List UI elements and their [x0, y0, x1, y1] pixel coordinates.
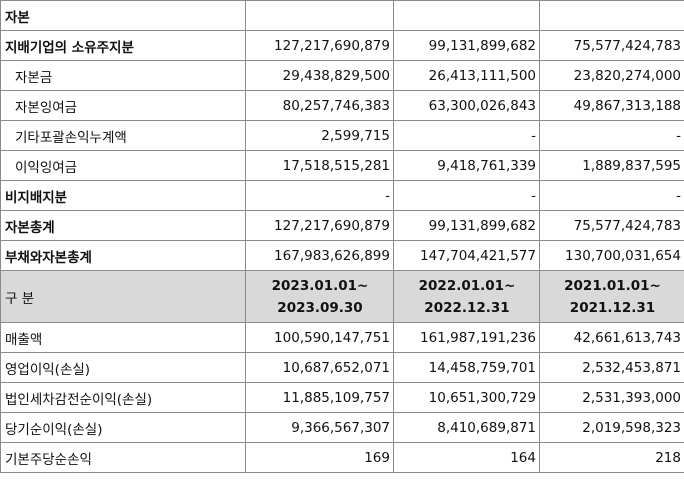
table-row: 비지배지분 - - -: [0, 180, 684, 211]
cell-value: -: [393, 180, 540, 211]
cell-value: [393, 0, 540, 31]
cell-value: 11,885,109,757: [245, 382, 394, 413]
table-row: 자본: [0, 0, 684, 31]
row-label: 지배기업의 소유주지분: [0, 30, 246, 61]
cell-value: -: [539, 180, 684, 211]
period-header: 2021.01.01~ 2021.12.31: [539, 270, 684, 323]
table-row: 이익잉여금 17,518,515,281 9,418,761,339 1,889…: [0, 150, 684, 181]
cell-value: 9,418,761,339: [393, 150, 540, 181]
cell-value: [245, 0, 394, 31]
row-label: 당기순이익(손실): [0, 412, 246, 443]
cell-value: 10,687,652,071: [245, 352, 394, 383]
row-label: 비지배지분: [0, 180, 246, 211]
period-start: 2022.01.01~: [418, 277, 516, 294]
cell-value: 99,131,899,682: [393, 30, 540, 61]
table-row: 기본주당순손익 169 164 218: [0, 442, 684, 473]
period-start: 2023.01.01~: [271, 277, 369, 294]
cell-value: 9,366,567,307: [245, 412, 394, 443]
cell-value: 147,704,421,577: [393, 240, 540, 271]
cell-value: 80,257,746,383: [245, 90, 394, 121]
cell-value: 75,577,424,783: [539, 30, 684, 61]
table-row: 당기순이익(손실) 9,366,567,307 8,410,689,871 2,…: [0, 412, 684, 443]
table-row: 부채와자본총계 167,983,626,899 147,704,421,577 …: [0, 240, 684, 271]
cell-value: 100,590,147,751: [245, 322, 394, 353]
table-row: 기타포괄손익누계액 2,599,715 - -: [0, 120, 684, 151]
row-label: 매출액: [0, 322, 246, 353]
table-row: 지배기업의 소유주지분 127,217,690,879 99,131,899,6…: [0, 30, 684, 61]
cell-value: 2,599,715: [245, 120, 394, 151]
table-row: 매출액 100,590,147,751 161,987,191,236 42,6…: [0, 322, 684, 353]
cell-value: 1,889,837,595: [539, 150, 684, 181]
period-end: 2023.09.30: [277, 299, 363, 316]
cell-value: 8,410,689,871: [393, 412, 540, 443]
cell-value: -: [393, 120, 540, 151]
cell-value: 218: [539, 442, 684, 473]
cell-value: 26,413,111,500: [393, 60, 540, 91]
cell-value: 127,217,690,879: [245, 210, 394, 241]
cell-value: -: [539, 120, 684, 151]
cell-value: 164: [393, 442, 540, 473]
cell-value: 10,651,300,729: [393, 382, 540, 413]
cell-value: 49,867,313,188: [539, 90, 684, 121]
period-header: 2023.01.01~ 2023.09.30: [245, 270, 394, 323]
cell-value: [539, 0, 684, 31]
cell-value: 17,518,515,281: [245, 150, 394, 181]
row-label: 부채와자본총계: [0, 240, 246, 271]
period-end: 2021.12.31: [569, 299, 656, 316]
cell-value: 23,820,274,000: [539, 60, 684, 91]
period-header-row: 구 분 2023.01.01~ 2023.09.30 2022.01.01~ 2…: [0, 270, 684, 323]
row-label: 법인세차감전순이익(손실): [0, 382, 246, 413]
cell-value: 99,131,899,682: [393, 210, 540, 241]
table-row: 자본총계 127,217,690,879 99,131,899,682 75,5…: [0, 210, 684, 241]
cell-value: 2,531,393,000: [539, 382, 684, 413]
cell-value: 29,438,829,500: [245, 60, 394, 91]
row-label: 기본주당순손익: [0, 442, 246, 473]
cell-value: 130,700,031,654: [539, 240, 684, 271]
row-label: 영업이익(손실): [0, 352, 246, 383]
cell-value: 167,983,626,899: [245, 240, 394, 271]
table-row: 자본잉여금 80,257,746,383 63,300,026,843 49,8…: [0, 90, 684, 121]
cell-value: 14,458,759,701: [393, 352, 540, 383]
cell-value: 127,217,690,879: [245, 30, 394, 61]
cell-value: 169: [245, 442, 394, 473]
row-label: 자본금: [0, 60, 246, 91]
table-row: 자본금 29,438,829,500 26,413,111,500 23,820…: [0, 60, 684, 91]
cell-value: 63,300,026,843: [393, 90, 540, 121]
period-end: 2022.12.31: [424, 299, 510, 316]
gubun-header: 구 분: [0, 270, 246, 323]
cell-value: -: [245, 180, 394, 211]
cell-value: 42,661,613,743: [539, 322, 684, 353]
row-label: 자본총계: [0, 210, 246, 241]
table-row: 영업이익(손실) 10,687,652,071 14,458,759,701 2…: [0, 352, 684, 383]
period-start: 2021.01.01~: [564, 277, 661, 294]
table-row: 법인세차감전순이익(손실) 11,885,109,757 10,651,300,…: [0, 382, 684, 413]
cell-value: 75,577,424,783: [539, 210, 684, 241]
period-header: 2022.01.01~ 2022.12.31: [393, 270, 540, 323]
row-label: 자본잉여금: [0, 90, 246, 121]
row-label: 자본: [0, 0, 246, 31]
cell-value: 2,019,598,323: [539, 412, 684, 443]
row-label: 기타포괄손익누계액: [0, 120, 246, 151]
row-label: 이익잉여금: [0, 150, 246, 181]
cell-value: 161,987,191,236: [393, 322, 540, 353]
cell-value: 2,532,453,871: [539, 352, 684, 383]
